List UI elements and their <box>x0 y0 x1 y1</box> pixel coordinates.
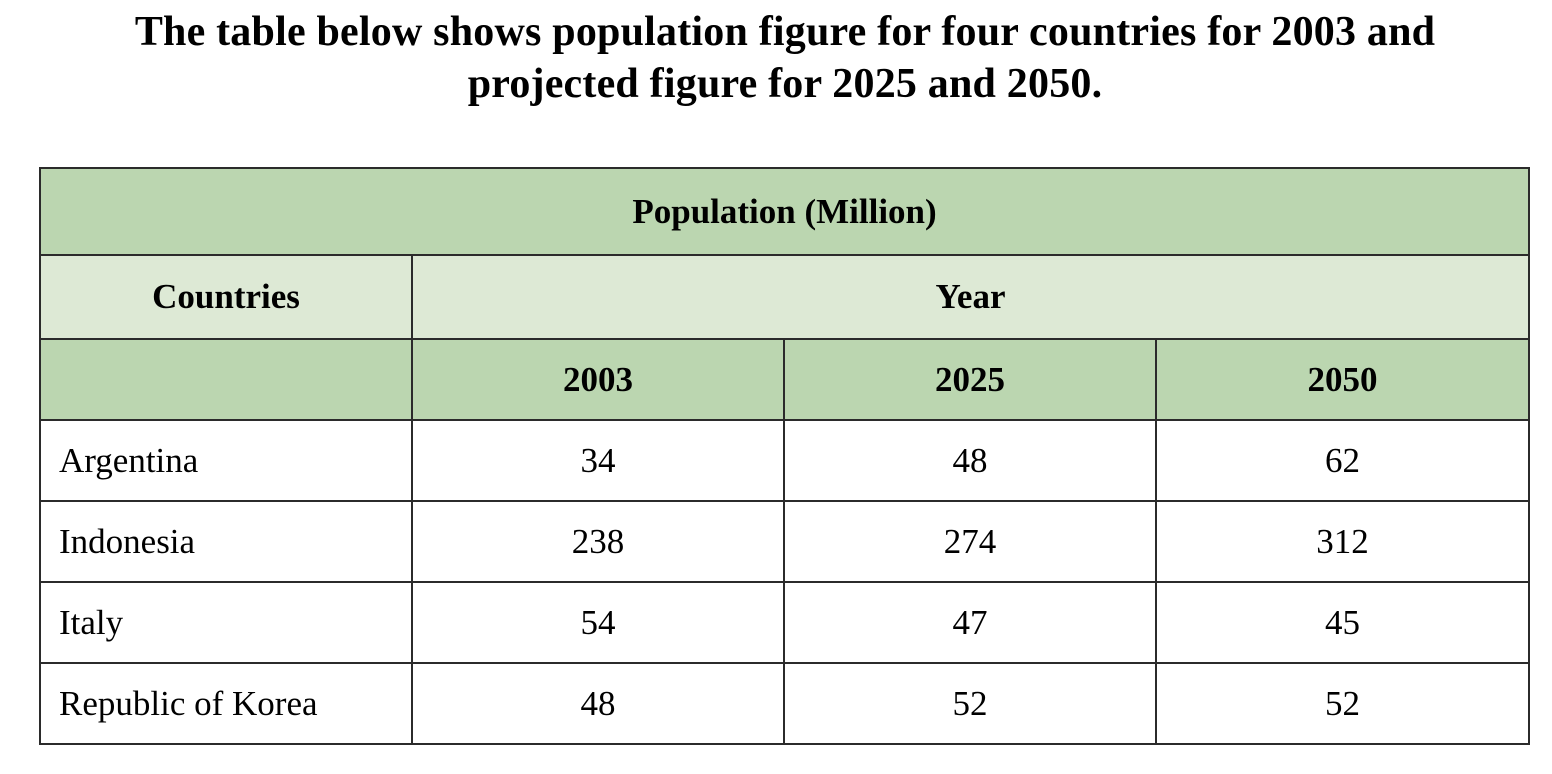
value-cell: 47 <box>783 581 1157 664</box>
value-cell: 34 <box>411 419 785 502</box>
table-row: Indonesia 238 274 312 <box>39 500 1531 583</box>
year-column-header: 2050 <box>1154 338 1531 421</box>
year-header: Year <box>410 254 1531 340</box>
value-cell: 312 <box>1154 500 1531 583</box>
value-cell: 238 <box>411 500 785 583</box>
population-table: Population (Million) Countries Year 2003… <box>38 167 1531 745</box>
table-row: Republic of Korea 48 52 52 <box>39 662 1531 745</box>
empty-header-cell <box>39 338 413 421</box>
table-row: Argentina 34 48 62 <box>39 419 1531 502</box>
value-cell: 52 <box>1154 662 1531 745</box>
table-caption-row: Population (Million) <box>38 167 1531 256</box>
value-cell: 48 <box>411 662 785 745</box>
country-cell: Italy <box>39 581 413 664</box>
year-column-header: 2003 <box>411 338 785 421</box>
year-columns-row: 2003 2025 2050 <box>39 338 1531 421</box>
country-cell: Indonesia <box>39 500 413 583</box>
country-cell: Republic of Korea <box>39 662 413 745</box>
value-cell: 274 <box>783 500 1157 583</box>
page-title: The table below shows population figure … <box>134 9 1436 107</box>
table-row: Italy 54 47 45 <box>39 581 1531 664</box>
year-column-header: 2025 <box>783 338 1157 421</box>
value-cell: 54 <box>411 581 785 664</box>
value-cell: 62 <box>1154 419 1531 502</box>
population-table-container: Population (Million) Countries Year 2003… <box>38 167 1531 745</box>
value-cell: 48 <box>783 419 1157 502</box>
value-cell: 45 <box>1154 581 1531 664</box>
value-cell: 52 <box>783 662 1157 745</box>
country-cell: Argentina <box>39 419 413 502</box>
countries-header: Countries <box>39 254 413 340</box>
table-group-header-row: Countries Year <box>39 254 1531 340</box>
table-caption: Population (Million) <box>38 167 1531 256</box>
